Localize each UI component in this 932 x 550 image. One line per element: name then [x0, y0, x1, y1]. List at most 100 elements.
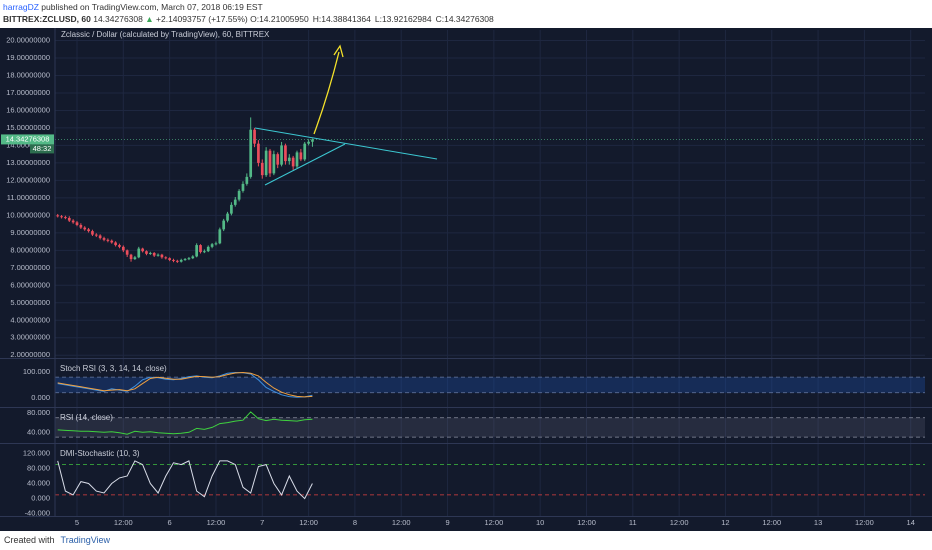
- candle-body: [311, 139, 314, 142]
- candle-body: [307, 141, 310, 144]
- candle-body: [233, 199, 237, 205]
- candle-body: [268, 150, 272, 174]
- candle-body: [67, 217, 71, 221]
- candle-body: [284, 145, 287, 162]
- y-tick-label: 12.00000000: [6, 175, 50, 184]
- x-tick-label: 7: [260, 518, 264, 527]
- footer: Created with TradingView: [4, 535, 110, 545]
- candle-body: [206, 246, 210, 252]
- x-tick-label: 9: [445, 518, 449, 527]
- ohlc-value: 14.34276308: [444, 14, 494, 24]
- candle-body: [160, 254, 164, 258]
- candle-body: [141, 248, 144, 252]
- y-tick-label: 6.00000000: [10, 280, 50, 289]
- candle-body: [176, 260, 179, 262]
- ohlc-label: O:: [250, 14, 260, 24]
- last: 14.34276308: [93, 14, 143, 24]
- y-tick-label: 5.00000000: [10, 298, 50, 307]
- candle-body: [60, 216, 63, 218]
- x-tick-label: 12:00: [577, 518, 596, 527]
- ohlc-value: 13.92162984: [381, 14, 432, 24]
- header-line: harragDZ published on TradingView.com, M…: [3, 1, 498, 13]
- author: harragDZ: [3, 2, 39, 12]
- x-tick-label: 11: [629, 518, 637, 527]
- y-tick-label: 4.00000000: [10, 315, 50, 324]
- pane-title: RSI (14, close): [60, 413, 113, 422]
- countdown: 48:32: [33, 144, 52, 153]
- y-tick-label: 11.00000000: [7, 193, 50, 202]
- y-tick-label: 80.000: [27, 408, 50, 417]
- countdown-badge: [30, 144, 54, 154]
- ohlc-label: L:: [374, 14, 382, 24]
- ohlc-label: C:: [435, 14, 445, 24]
- candle-body: [179, 259, 183, 262]
- x-tick-label: 5: [75, 518, 79, 527]
- candle-body: [118, 245, 121, 247]
- candle-body: [249, 129, 253, 177]
- arrow: [313, 51, 340, 135]
- candle-body: [237, 190, 241, 200]
- price-badge: [1, 134, 54, 145]
- header-line: BITTREX:ZCLUSD, 60 14.34276308 ▲ +2.1409…: [3, 13, 498, 25]
- ohlc-value: 14.21005950: [259, 14, 309, 24]
- y-tick-label: 3.00000000: [10, 333, 50, 342]
- y-tick-label: 80.000: [27, 463, 50, 472]
- candle-body: [241, 183, 245, 191]
- x-tick-label: 12:00: [299, 518, 318, 527]
- background: [0, 28, 932, 531]
- candle-body: [164, 257, 168, 259]
- y-tick-label: 13.00000000: [6, 158, 50, 167]
- candle-body: [64, 217, 67, 219]
- x-tick-label: 13: [814, 518, 822, 527]
- y-tick-label: 9.00000000: [10, 228, 50, 237]
- candle-body: [295, 152, 299, 167]
- x-tick-label: 12:00: [855, 518, 874, 527]
- chart: 5 12:00 6 12:00 7 12:00 8 12:00 9 12:00 10 12:00 11 1…: [0, 28, 932, 531]
- candle-body: [214, 243, 218, 245]
- y-tick-label: 2.00000000: [10, 350, 50, 359]
- candle-body: [218, 229, 222, 244]
- y-tick-label: 100.000: [23, 367, 50, 376]
- trendline: [254, 127, 438, 160]
- brand[interactable]: TradingView: [60, 535, 111, 545]
- candle-body: [121, 246, 125, 251]
- candle-body: [152, 252, 156, 256]
- candle-body: [71, 220, 75, 223]
- candle-body: [226, 213, 229, 221]
- layers: 5 12:00 6 12:00 7 12:00 8 12:00 9 12:00 10 12:00 11 1…: [0, 28, 932, 527]
- arrow: ▲: [145, 14, 154, 24]
- candle-body: [83, 227, 87, 230]
- published: published on TradingView.com, March 07, …: [41, 2, 263, 12]
- candle-body: [137, 248, 141, 258]
- x-tick-label: 12:00: [762, 518, 781, 527]
- y-tick-label: 0.000: [31, 393, 50, 402]
- candle-body: [287, 157, 291, 162]
- arrow-head: [333, 44, 344, 58]
- y-tick-label: 10.00000000: [6, 210, 50, 219]
- y-tick-label: 7.00000000: [10, 263, 50, 272]
- ohlc: O:14.21005950 H:14.38841364 L:13.92162984 C…: [250, 14, 498, 24]
- candle-body: [106, 239, 110, 241]
- candle-body: [145, 251, 148, 254]
- ohlc-label: H:: [312, 14, 322, 24]
- candle-body: [94, 234, 98, 236]
- series-line: [57, 371, 313, 398]
- candle-body: [264, 150, 268, 176]
- candle-body: [148, 252, 152, 254]
- candle-body: [87, 229, 90, 232]
- candle-body: [156, 254, 160, 256]
- x-tick-label: 12:00: [114, 518, 133, 527]
- candle-body: [291, 157, 295, 167]
- series-line: [57, 460, 313, 500]
- candle-body: [56, 215, 60, 217]
- candle-body: [210, 244, 214, 247]
- candle-body: [79, 224, 83, 228]
- y-tick-label: 19.00000000: [6, 53, 50, 62]
- candle-body: [230, 204, 233, 214]
- x-tick-label: 10: [536, 518, 544, 527]
- y-tick-label: 40.000: [27, 479, 50, 488]
- price-label: 14.34276308: [6, 134, 50, 143]
- candle-body: [114, 242, 117, 246]
- candle-body: [98, 235, 102, 239]
